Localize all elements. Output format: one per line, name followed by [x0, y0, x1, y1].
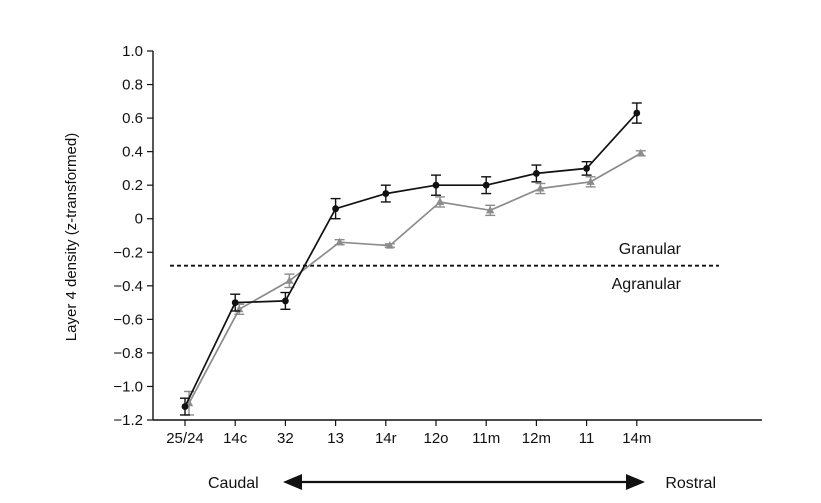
y-tick-label: 0.8 — [122, 77, 143, 94]
data-point — [435, 197, 445, 205]
y-tick-label: −1.2 — [113, 412, 143, 429]
data-point — [181, 403, 189, 410]
series-line — [188, 152, 642, 404]
data-point — [482, 181, 490, 189]
agranular-label: Agranular — [612, 276, 682, 293]
data-point — [633, 109, 641, 117]
data-point — [285, 276, 294, 284]
y-tick-label: 0 — [135, 211, 143, 228]
granular-label: Granular — [619, 241, 682, 258]
x-tick-label: 14r — [375, 430, 397, 447]
x-tick-label: 12o — [423, 430, 448, 447]
x-tick-label: 25/24 — [166, 430, 204, 447]
data-point — [486, 205, 495, 214]
x-tick-label: 13 — [327, 430, 344, 447]
x-tick-label: 32 — [277, 430, 294, 447]
y-tick-label: 0.2 — [122, 177, 143, 194]
plot-area: 1.0 0.8 0.6 0.4 0.2 0 −0.2 −0.4 −0.6 −0.8 −1.0 −1.2… — [113, 43, 762, 447]
data-point — [586, 177, 595, 185]
x-tick-label: 14m — [622, 430, 651, 447]
y-tick-label: 0.6 — [122, 110, 143, 127]
data-point — [432, 181, 440, 189]
y-tick-label: −1.0 — [113, 378, 143, 395]
data-point — [282, 297, 289, 305]
y-tick-label: −0.4 — [113, 278, 143, 295]
y-tick-label: 1.0 — [122, 43, 143, 60]
data-point — [335, 237, 344, 246]
y-tick-label: 0.4 — [122, 144, 143, 161]
data-point — [536, 184, 545, 192]
x-tick-label: 11m — [472, 430, 500, 447]
direction-arrow — [283, 474, 645, 490]
x-tick-label: 11 — [579, 430, 595, 447]
x-tick-label: 14c — [223, 430, 248, 447]
y-tick-label: −0.6 — [113, 311, 143, 328]
y-axis-label: Layer 4 density (z-transformed) — [63, 133, 80, 341]
data-point — [583, 165, 590, 172]
data-point — [332, 205, 339, 213]
data-point — [382, 190, 390, 197]
data-point — [636, 148, 645, 157]
rostral-label: Rostral — [665, 475, 716, 492]
series-line — [184, 112, 638, 407]
arrow-left-head — [283, 474, 302, 490]
x-tick-label: 12m — [522, 430, 551, 447]
arrow-right-head — [626, 474, 645, 490]
y-tick-label: −0.2 — [113, 244, 143, 261]
data-point — [533, 170, 540, 177]
caudal-label: Caudal — [208, 475, 259, 492]
data-point — [385, 241, 394, 249]
y-tick-label: −0.8 — [113, 345, 143, 362]
data-point — [231, 299, 239, 306]
